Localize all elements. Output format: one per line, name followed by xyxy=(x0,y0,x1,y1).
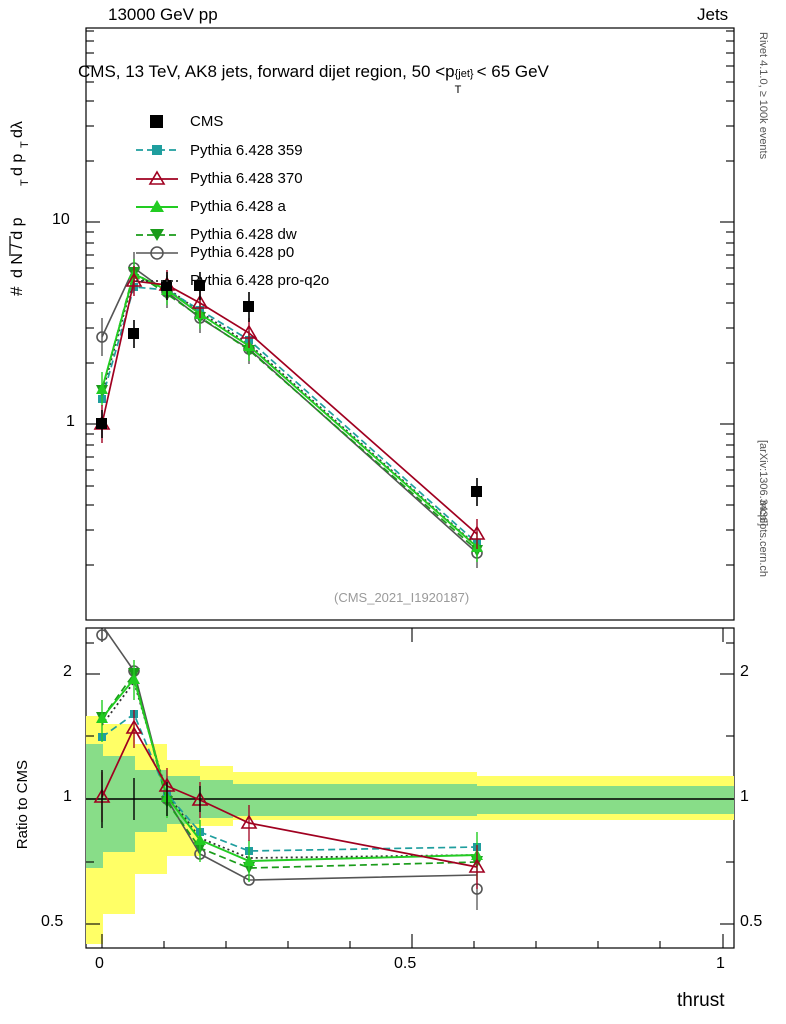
svg-text:#: # xyxy=(6,181,8,190)
ratio-x-ticks xyxy=(101,628,724,948)
page-title-main: CMS, 13 TeV, AK8 jets, forward dijet reg… xyxy=(78,62,455,81)
svg-text:dλ: dλ xyxy=(9,121,26,138)
arxiv-label: [arXiv:1306.3436] xyxy=(757,440,769,527)
main-y-ticks xyxy=(86,30,734,566)
header-right: Jets xyxy=(697,5,729,24)
page-title-sub: T xyxy=(454,84,462,96)
series-errorbars-370 xyxy=(101,266,478,549)
legend-label-p0: Pythia 6.428 p0 xyxy=(190,244,295,261)
series-markers-359 xyxy=(98,283,481,547)
ratio-ytick-1-right: 1 xyxy=(740,788,749,805)
svg-text:#: # xyxy=(7,286,26,296)
ratio-ytick-1-left: 1 xyxy=(63,788,72,805)
ratio-line-proq2o xyxy=(101,680,478,859)
legend-marker-359 xyxy=(152,145,162,155)
series-line-359 xyxy=(101,286,478,544)
header-left: 13000 GeV pp xyxy=(108,5,218,24)
svg-text:T: T xyxy=(19,141,31,148)
legend-label-cms: CMS xyxy=(190,113,224,130)
svg-text:d p: d p xyxy=(9,154,26,176)
ratio-y-axis-label: Ratio to CMS xyxy=(14,760,38,900)
ratio-y-axis-label-text: Ratio to CMS xyxy=(14,760,31,850)
series-line-proq2o xyxy=(101,275,478,547)
page-title-sup: {jet} xyxy=(454,68,474,80)
series-markers-dw xyxy=(96,267,483,557)
legend-marker-dw xyxy=(150,229,164,241)
ratio-xtick-05: 0.5 xyxy=(394,955,417,972)
series-line-a xyxy=(101,272,478,548)
legend-label-359: Pythia 6.428 359 xyxy=(190,142,303,159)
ratio-ytick-2-left: 2 xyxy=(63,663,72,680)
ratio-line-p0 xyxy=(103,628,478,881)
series-errorbars-p0 xyxy=(101,252,478,568)
main-series-group xyxy=(93,252,486,568)
svg-text:T: T xyxy=(19,179,31,186)
series-markers-a xyxy=(96,268,483,552)
ratio-line-dw xyxy=(101,672,478,869)
ratio-line-359 xyxy=(101,712,478,852)
legend-marker-370 xyxy=(148,170,166,185)
page-title-tail: < 65 GeV xyxy=(476,62,549,81)
main-plot-frame xyxy=(85,27,735,621)
ratio-ytick-05-right: 0.5 xyxy=(740,913,763,930)
page-title: CMS, 13 TeV, AK8 jets, forward dijet reg… xyxy=(78,62,549,96)
legend-marker-p0 xyxy=(150,246,164,260)
series-markers-370 xyxy=(93,272,486,540)
series-line-p0 xyxy=(101,266,478,554)
legend-marker-cms xyxy=(150,115,163,128)
main-ytick-10: 10 xyxy=(52,211,70,228)
main-ytick-1: 1 xyxy=(66,413,75,430)
ratio-ytick-2-right: 2 xyxy=(740,663,749,680)
ratio-line-a xyxy=(101,676,478,862)
series-line-370 xyxy=(101,280,478,535)
legend-label-370: Pythia 6.428 370 xyxy=(190,170,303,187)
legend-markers xyxy=(136,115,178,282)
series-markers-p0 xyxy=(96,262,483,559)
ratio-series-group xyxy=(93,628,486,910)
svg-text:d N / d p: d N / d p xyxy=(9,217,26,278)
series-errorbars-a xyxy=(101,259,478,562)
mcplots-label: mcplots.cern.ch xyxy=(757,500,769,578)
ratio-errorbars-cms xyxy=(101,770,201,828)
svg-text:1: 1 xyxy=(6,246,8,254)
rivet-version-label: Rivet 4.1.0, ≥ 100k events xyxy=(757,32,769,160)
ratio-xtick-1: 1 xyxy=(716,955,725,972)
ratio-line-370 xyxy=(101,726,478,868)
series-errorbars-cms xyxy=(101,272,478,506)
ratio-xtick-0: 0 xyxy=(95,955,104,972)
main-y-axis-label: d N / d p T d p T dλ # 1 # d²N xyxy=(6,60,52,310)
legend-label-a: Pythia 6.428 a xyxy=(190,198,286,215)
analysis-id-watermark: (CMS_2021_I1920187) xyxy=(334,590,470,605)
ratio-ytick-05-left: 0.5 xyxy=(41,913,64,930)
ratio-bands-group xyxy=(86,716,734,944)
x-axis-label: thrust xyxy=(677,990,725,1011)
legend-marker-a xyxy=(150,200,164,212)
series-line-dw xyxy=(101,270,478,551)
legend-label-proq2o: Pythia 6.428 pro-q2o xyxy=(190,272,330,289)
svg-text:d²N: d²N xyxy=(6,154,8,178)
legend-label-dw: Pythia 6.428 dw xyxy=(190,226,297,243)
series-markers-cms xyxy=(96,280,482,497)
